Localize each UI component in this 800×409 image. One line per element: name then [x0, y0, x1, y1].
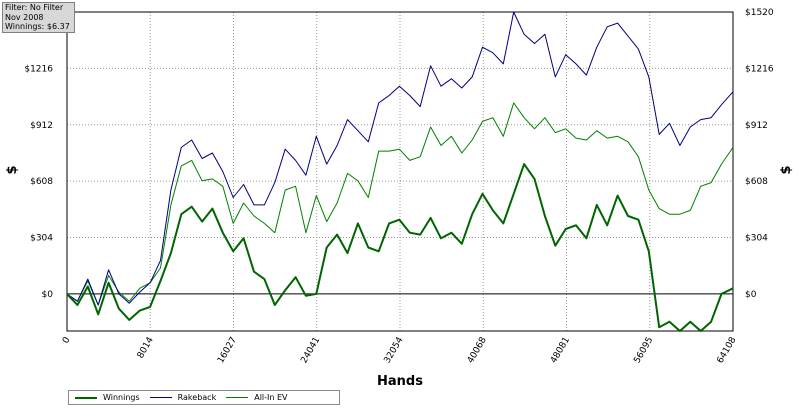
tick-labels: $0 $0 $304 $304 $608 $608 $912 $912 $1216 $1216 $1… — [24, 8, 774, 365]
plot-frame — [66, 11, 734, 332]
legend-label-winnings: Winnings — [103, 393, 140, 402]
chart-legend: Winnings Rakeback All-In EV — [68, 390, 340, 405]
y-tick-label-right: $304 — [745, 234, 768, 244]
x-tick-label: 48081 — [549, 336, 572, 366]
legend-item-winnings: Winnings — [75, 393, 140, 402]
grid-lines — [67, 12, 733, 331]
y-tick-label-right: $608 — [745, 177, 768, 187]
filter-info-box: Filter: No Filter Nov 2008 Winnings: $6.… — [2, 2, 75, 33]
x-tick-label: 64108 — [716, 335, 739, 365]
y-axis-title-left: $ — [5, 165, 20, 174]
filter-text: Filter: No Filter — [5, 3, 64, 12]
y-axis-title-right: $ — [779, 165, 794, 174]
x-tick-label: 16027 — [216, 336, 239, 366]
period-text: Nov 2008 — [5, 12, 44, 22]
series-line-winnings — [66, 163, 734, 332]
y-tick-label-right: $1216 — [745, 64, 774, 74]
legend-swatch-rakeback — [149, 397, 172, 398]
x-tick-label: 24041 — [299, 336, 322, 366]
y-tick-label-left: $304 — [30, 234, 53, 244]
x-axis-title: Hands — [377, 374, 423, 389]
legend-label-allin-ev: All-In EV — [254, 393, 288, 402]
legend-swatch-winnings — [75, 396, 97, 399]
winnings-text: Winnings: $6.37 — [5, 22, 70, 31]
legend-item-allin-ev: All-In EV — [226, 393, 288, 402]
legend-label-rakeback: Rakeback — [177, 393, 217, 402]
x-tick-label: 8014 — [136, 335, 156, 360]
x-tick-label: 56095 — [632, 336, 655, 366]
series-lines — [66, 11, 734, 332]
series-line-allin-ev — [66, 102, 734, 306]
y-tick-label-right: $0 — [745, 290, 757, 300]
y-tick-label-left: $1216 — [24, 64, 53, 74]
x-tick-label: 40068 — [466, 335, 489, 365]
x-tick-label: 32054 — [383, 335, 406, 365]
x-tick-label: 0 — [61, 335, 73, 345]
y-tick-label-right: $912 — [745, 121, 768, 131]
y-tick-label-right: $1520 — [745, 8, 774, 18]
legend-item-rakeback: Rakeback — [149, 393, 217, 402]
series-line-rakeback — [66, 11, 734, 306]
legend-swatch-allin-ev — [226, 397, 249, 398]
y-tick-label-left: $608 — [30, 177, 53, 187]
y-tick-label-left: $912 — [30, 121, 53, 131]
y-tick-label-left: $0 — [42, 290, 54, 300]
